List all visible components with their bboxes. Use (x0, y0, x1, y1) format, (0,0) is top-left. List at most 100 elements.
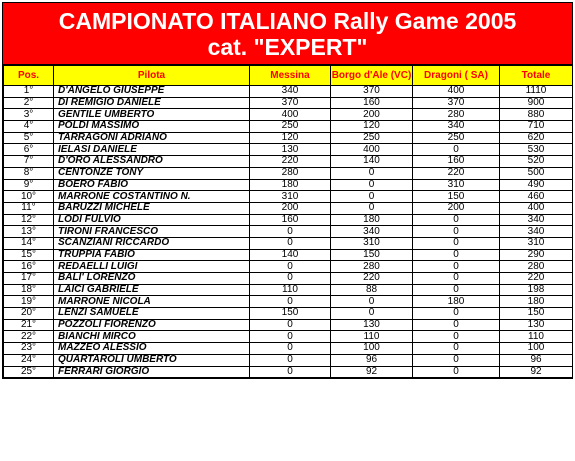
cell-messina: 160 (249, 213, 331, 227)
cell-messina: 0 (249, 330, 331, 344)
cell-pilot: MARRONE NICOLA (53, 295, 250, 309)
table-row: 6° IELASI DANIELE 130 400 0 530 (3, 143, 573, 157)
table-row: 3° GENTILE UMBERTO 400 200 280 880 (3, 108, 573, 122)
cell-pos: 8° (3, 166, 54, 180)
cell-pos: 11° (3, 201, 54, 215)
title-line-1: CAMPIONATO ITALIANO Rally Game 2005 (58, 8, 517, 34)
table-row: 9° BOERO FABIO 180 0 310 490 (3, 178, 573, 192)
table-row: 13° TIRONI FRANCESCO 0 340 0 340 (3, 225, 573, 238)
cell-messina: 0 (249, 225, 331, 238)
cell-total: 100 (499, 342, 573, 355)
cell-borgo: 92 (330, 365, 413, 379)
cell-pos: 1° (3, 85, 54, 98)
cell-messina: 0 (249, 318, 331, 332)
title-banner: CAMPIONATO ITALIANO Rally Game 2005 cat.… (3, 3, 572, 65)
cell-total: 180 (499, 295, 573, 309)
cell-total: 310 (499, 236, 573, 250)
cell-messina: 280 (249, 166, 331, 180)
cell-borgo: 180 (330, 213, 413, 227)
cell-pilot: TIRONI FRANCESCO (53, 225, 250, 238)
cell-pos: 3° (3, 108, 54, 122)
cell-borgo: 250 (330, 131, 413, 145)
cell-dragoni: 0 (412, 272, 500, 285)
table-row: 10° MARRONE COSTANTINO N. 310 0 150 460 (3, 190, 573, 203)
table-row: 1° D'ANGELO GIUSEPPE 340 370 400 1110 (3, 85, 573, 98)
cell-messina: 0 (249, 342, 331, 355)
cell-total: 1110 (499, 85, 573, 98)
cell-borgo: 0 (330, 166, 413, 180)
table-row: 25° FERRARI GIORGIO 0 92 0 92 (3, 365, 573, 379)
cell-total: 460 (499, 190, 573, 203)
cell-pos: 7° (3, 155, 54, 168)
cell-messina: 120 (249, 131, 331, 145)
table-row: 20° LENZI SAMUELE 150 0 0 150 (3, 307, 573, 320)
cell-pos: 10° (3, 190, 54, 203)
standings-table: Pos. Pilota Messina Borgo d'Ale (VC) Dra… (3, 65, 573, 379)
cell-pos: 21° (3, 318, 54, 332)
cell-total: 340 (499, 225, 573, 238)
cell-borgo: 0 (330, 201, 413, 215)
cell-borgo: 96 (330, 353, 413, 367)
cell-pilot: POZZOLI FIORENZO (53, 318, 250, 332)
cell-total: 220 (499, 272, 573, 285)
cell-pilot: IELASI DANIELE (53, 143, 250, 157)
cell-messina: 130 (249, 143, 331, 157)
cell-pilot: D'ANGELO GIUSEPPE (53, 85, 250, 98)
cell-pilot: GENTILE UMBERTO (53, 108, 250, 122)
cell-pilot: LENZI SAMUELE (53, 307, 250, 320)
cell-dragoni: 0 (412, 318, 500, 332)
cell-messina: 200 (249, 201, 331, 215)
cell-dragoni: 250 (412, 131, 500, 145)
cell-pilot: TRUPPIA FABIO (53, 248, 250, 262)
cell-pos: 14° (3, 236, 54, 250)
header-borgo: Borgo d'Ale (VC) (330, 65, 413, 86)
cell-pos: 19° (3, 295, 54, 309)
cell-borgo: 160 (330, 96, 413, 110)
cell-pos: 17° (3, 272, 54, 285)
cell-messina: 0 (249, 295, 331, 309)
cell-total: 490 (499, 178, 573, 192)
header-pilot: Pilota (53, 65, 250, 86)
cell-total: 280 (499, 260, 573, 273)
cell-messina: 110 (249, 283, 331, 297)
cell-total: 520 (499, 155, 573, 168)
header-pos: Pos. (3, 65, 54, 86)
cell-pilot: DI REMIGIO DANIELE (53, 96, 250, 110)
cell-dragoni: 220 (412, 166, 500, 180)
table-row: 22° BIANCHI MIRCO 0 110 0 110 (3, 330, 573, 344)
cell-pilot: CENTONZE TONY (53, 166, 250, 180)
cell-borgo: 340 (330, 225, 413, 238)
table-row: 8° CENTONZE TONY 280 0 220 500 (3, 166, 573, 180)
cell-total: 530 (499, 143, 573, 157)
cell-total: 400 (499, 201, 573, 215)
cell-dragoni: 0 (412, 260, 500, 273)
cell-dragoni: 0 (412, 307, 500, 320)
table-row: 4° POLDI MASSIMO 250 120 340 710 (3, 120, 573, 133)
cell-pos: 5° (3, 131, 54, 145)
table-row: 18° LAICI GABRIELE 110 88 0 198 (3, 283, 573, 297)
cell-borgo: 200 (330, 108, 413, 122)
header-total: Totale (499, 65, 573, 86)
cell-pos: 24° (3, 353, 54, 367)
cell-dragoni: 160 (412, 155, 500, 168)
cell-pilot: TARRAGONI ADRIANO (53, 131, 250, 145)
cell-pilot: BOERO FABIO (53, 178, 250, 192)
cell-pos: 2° (3, 96, 54, 110)
cell-total: 500 (499, 166, 573, 180)
header-row: Pos. Pilota Messina Borgo d'Ale (VC) Dra… (3, 65, 573, 86)
cell-dragoni: 0 (412, 236, 500, 250)
header-dragoni: Dragoni ( SA) (412, 65, 500, 86)
cell-borgo: 100 (330, 342, 413, 355)
table-row: 21° POZZOLI FIORENZO 0 130 0 130 (3, 318, 573, 332)
cell-borgo: 140 (330, 155, 413, 168)
cell-pos: 9° (3, 178, 54, 192)
cell-messina: 140 (249, 248, 331, 262)
cell-pilot: BIANCHI MIRCO (53, 330, 250, 344)
cell-pilot: LAICI GABRIELE (53, 283, 250, 297)
table-row: 17° BALI' LORENZO 0 220 0 220 (3, 272, 573, 285)
table-row: 2° DI REMIGIO DANIELE 370 160 370 900 (3, 96, 573, 110)
cell-pos: 15° (3, 248, 54, 262)
cell-messina: 0 (249, 260, 331, 273)
cell-pilot: LODI FULVIO (53, 213, 250, 227)
cell-messina: 370 (249, 96, 331, 110)
